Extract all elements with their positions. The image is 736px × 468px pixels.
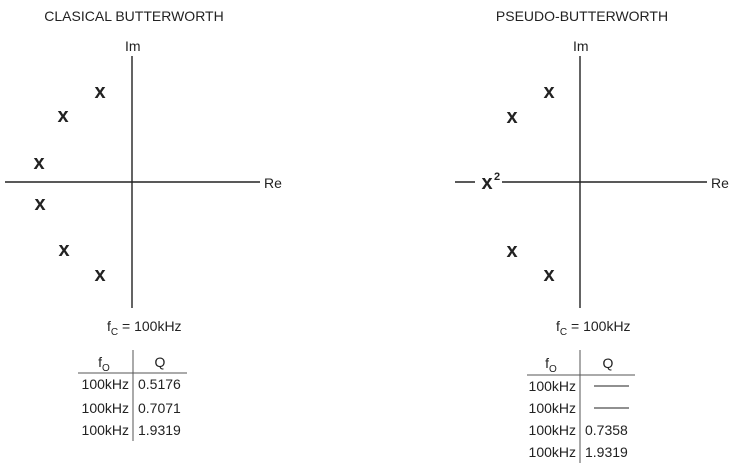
cell-q: 0.5176	[138, 376, 181, 392]
cell-q: 1.9319	[138, 422, 181, 438]
pole-marker: x	[506, 240, 517, 262]
pole-marker: x	[33, 152, 44, 174]
cell-q: 1.9319	[585, 444, 628, 460]
cutoff-frequency-label: fC = 100kHz	[556, 318, 631, 338]
pole-marker: x	[57, 105, 68, 127]
im-label: Im	[125, 38, 141, 54]
cell-f0: 100kHz	[529, 400, 576, 416]
re-label: Re	[264, 175, 282, 191]
cell-f0: 100kHz	[82, 376, 129, 392]
panel-title: CLASICAL BUTTERWORTH	[44, 8, 223, 24]
pole-marker: x	[543, 264, 554, 286]
cell-f0: 100kHz	[529, 444, 576, 460]
cell-f0: 100kHz	[82, 422, 129, 438]
cell-f0: 100kHz	[529, 422, 576, 438]
cell-f0: 100kHz	[529, 378, 576, 394]
pole-table: fO Q 100kHz 0.5176 100kHz 0.7071 100kHz …	[78, 350, 187, 441]
header-q: Q	[155, 354, 166, 370]
q-not-applicable	[594, 385, 629, 409]
header-f0: fO	[545, 355, 557, 375]
pole-marker: x	[58, 239, 69, 261]
cell-f0: 100kHz	[82, 400, 129, 416]
header-q: Q	[603, 355, 614, 371]
pole-table: fO Q 100kHz 100kHz 100kHz 0.7358 100kHz …	[527, 350, 635, 463]
poles: xxx 2xx	[481, 81, 554, 286]
pole-marker: x	[543, 81, 554, 103]
pole-marker: x	[481, 172, 492, 194]
cutoff-frequency-label: fC = 100kHz	[107, 318, 182, 338]
cell-q: 0.7358	[585, 422, 628, 438]
panel-title: PSEUDO-BUTTERWORTH	[496, 8, 668, 24]
pole-multiplicity: 2	[494, 171, 500, 183]
pole-marker: x	[506, 106, 517, 128]
cell-q: 0.7071	[138, 400, 181, 416]
pole-marker: x	[34, 193, 45, 215]
pseudo-butterworth-panel: PSEUDO-BUTTERWORTH Im Re xxx 2xx fC = 100…	[455, 8, 729, 463]
pole-marker: x	[94, 81, 105, 103]
pole-marker: x	[94, 264, 105, 286]
im-label: Im	[573, 38, 589, 54]
header-f0: fO	[98, 354, 110, 374]
re-label: Re	[711, 175, 729, 191]
